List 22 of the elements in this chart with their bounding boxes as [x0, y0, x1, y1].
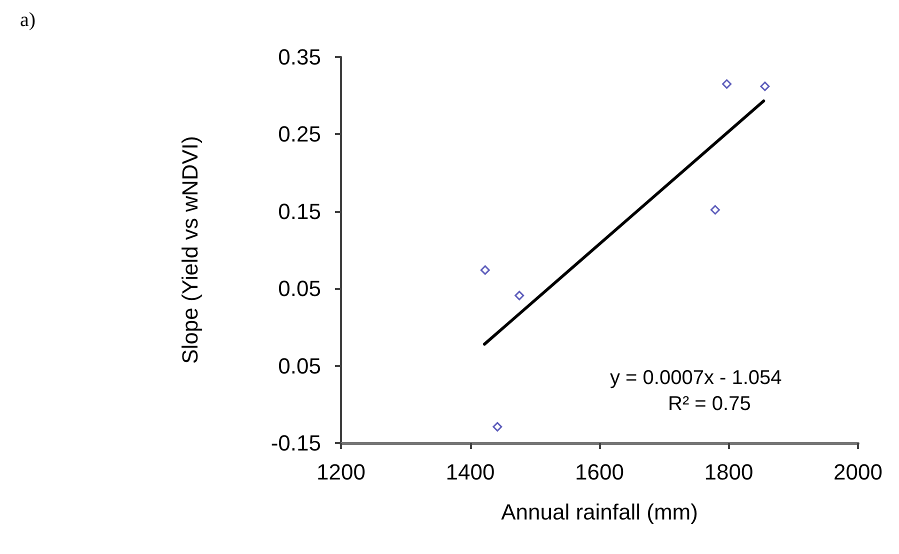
- point: [760, 82, 770, 92]
- x-tick-label: 2000: [834, 460, 882, 484]
- point: [492, 422, 502, 432]
- y-tick-label: -0.15: [270, 430, 321, 456]
- x-tick-label: 1600: [575, 460, 624, 484]
- y-tick-label: 0.15: [278, 198, 321, 224]
- point: [480, 265, 490, 275]
- y-tick-label: 0.35: [278, 44, 321, 70]
- y-axis-title: Slope (Yield vs wNDVI): [178, 136, 202, 364]
- x-tick-label: 1400: [446, 460, 495, 484]
- x-tick-label: 1800: [704, 460, 754, 484]
- point: [722, 79, 732, 89]
- y-tick-label: 0.05: [278, 353, 321, 378]
- y-tick-label: 0.25: [278, 122, 321, 147]
- text: a): [20, 9, 36, 31]
- point: [514, 290, 524, 300]
- x-tick-label: 1200: [316, 460, 366, 484]
- point: [710, 205, 720, 215]
- annotation: R² = 0.75: [668, 393, 751, 415]
- x-axis-title: Annual rainfall (mm): [501, 500, 698, 524]
- y-tick-label: 0.05: [278, 276, 321, 302]
- annotation: y = 0.0007x - 1.054: [610, 367, 782, 389]
